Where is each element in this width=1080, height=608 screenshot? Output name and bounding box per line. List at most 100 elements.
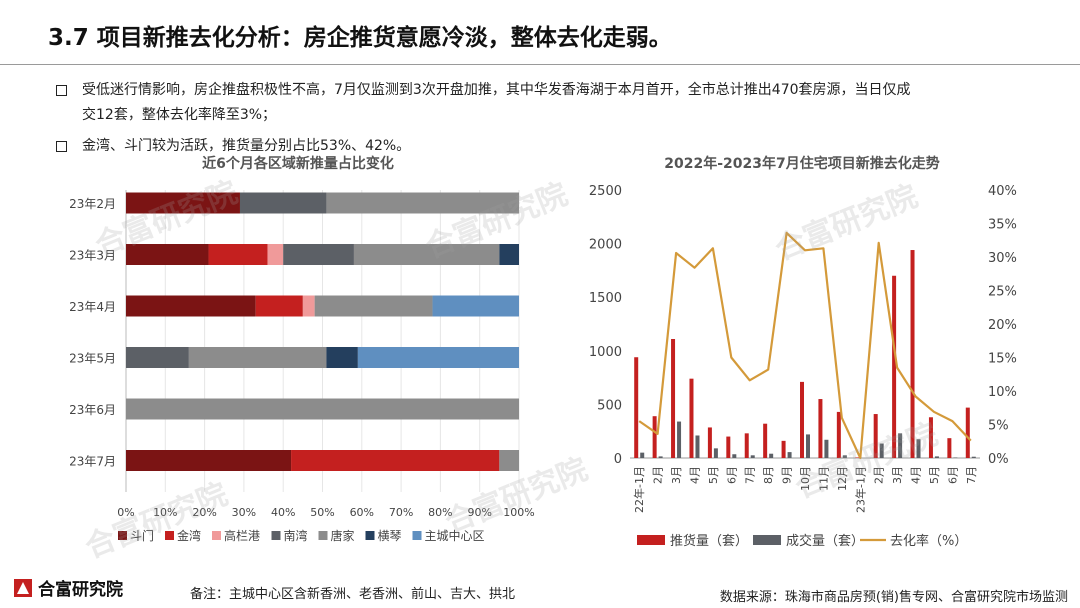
x-tick-label: 7月 (744, 466, 757, 484)
supply-deal-trend-chart: 2022年-2023年7月住宅项目新推去化走势 0 500 1000 1500 2000… (589, 155, 1017, 549)
bar-segment (291, 450, 500, 471)
bar-segment (314, 295, 433, 317)
legend-label: 主城中心区 (425, 528, 485, 543)
bullet-box-icon (56, 85, 67, 96)
right-y-tick-label: 0% (988, 452, 1009, 467)
supply-bar (744, 433, 749, 458)
bar-segment (239, 192, 327, 214)
bar-segment (255, 295, 303, 317)
supply-bar (652, 416, 657, 458)
right-y-tick-label: 40% (988, 184, 1017, 199)
x-tick-label: 90% (467, 506, 491, 519)
x-tick-label: 5月 (928, 466, 941, 484)
right-y-tick-label: 30% (988, 251, 1017, 266)
legend-label: 横琴 (378, 529, 402, 543)
bar-segment (283, 244, 354, 265)
bar-segment (126, 244, 209, 265)
x-tick-label: 2月 (873, 466, 886, 484)
y-tick-label: 23年4月 (69, 300, 116, 314)
bullet-2-line: 金湾、斗门较为活跃，推货量分别占比53%、42%。 (82, 138, 411, 154)
title-divider (0, 64, 1080, 65)
legend-label: 南湾 (284, 528, 308, 543)
y-tick-label: 23年2月 (69, 197, 116, 211)
bar-segment (357, 347, 519, 368)
x-tick-label: 4月 (910, 466, 923, 484)
x-tick-label: 80% (428, 506, 452, 519)
right-y-tick-label: 35% (988, 218, 1017, 233)
bar-segment (126, 192, 240, 214)
sell-through-rate-line (638, 231, 972, 460)
supply-bar (671, 339, 676, 458)
x-tick-label: 100% (503, 506, 534, 519)
left-y-tick-label: 500 (597, 398, 622, 413)
deal-bar (806, 434, 810, 458)
right-y-tick-label: 25% (988, 285, 1017, 300)
left-y-tick-label: 1500 (589, 291, 622, 306)
x-tick-label: 12月 (836, 466, 849, 491)
bar-segment (267, 244, 284, 265)
bar-segment (208, 244, 268, 265)
supply-bar (634, 357, 639, 458)
supply-bar (873, 414, 878, 458)
deal-bar (732, 454, 737, 458)
x-tick-label: 30% (232, 506, 256, 519)
bullet-1-line-2: 交12套，整体去化率降至3%； (82, 107, 277, 123)
legend-label: 去化率（%） (890, 533, 967, 549)
x-tick-label: 40% (271, 506, 295, 519)
supply-bar (928, 417, 933, 458)
bar-segment (188, 347, 327, 368)
legend-swatch (118, 531, 127, 540)
right-y-tick-label: 20% (988, 318, 1017, 333)
x-tick-label: 60% (350, 506, 374, 519)
left-y-tick-label: 1000 (589, 345, 622, 360)
legend-label: 斗门 (130, 528, 154, 543)
right-chart-title: 2022年-2023年7月住宅项目新推去化走势 (664, 155, 939, 172)
x-tick-label: 70% (389, 506, 413, 519)
supply-bar (818, 399, 823, 458)
x-tick-label: 5月 (707, 466, 720, 484)
x-tick-label: 10月 (799, 466, 812, 491)
supply-bar (689, 378, 694, 458)
bar-segment (326, 192, 519, 214)
x-tick-label: 2月 (652, 466, 665, 484)
bar-segment (326, 347, 358, 368)
legend-label: 金湾 (177, 528, 201, 543)
y-tick-label: 23年6月 (69, 403, 116, 417)
deal-bar (879, 443, 884, 458)
left-y-tick-label: 2000 (589, 238, 622, 253)
supply-bar (910, 250, 915, 458)
x-tick-label: 10% (153, 506, 177, 519)
deal-bar (971, 456, 976, 458)
supply-bar (726, 436, 731, 458)
bullet-1-line-1: 受低迷行情影响，房企推盘积极性不高，7月仅监测到3次开盘加推，其中华发香海湖于本… (82, 82, 911, 98)
company-logo: 合富研究院 (12, 576, 182, 606)
x-tick-label: 6月 (725, 466, 738, 484)
x-tick-label: 23年-1月 (853, 466, 867, 513)
y-tick-label: 23年5月 (69, 352, 116, 366)
legend-label: 唐家 (331, 528, 355, 543)
deal-bar (842, 455, 847, 458)
deal-bar (916, 439, 921, 458)
bar-segment (126, 398, 519, 420)
deal-bar (750, 455, 755, 458)
legend-swatch-deal (753, 535, 781, 545)
legend-swatch (412, 531, 422, 540)
y-tick-label: 23年7月 (69, 455, 116, 469)
right-y-tick-label: 5% (988, 419, 1009, 434)
data-source: 数据来源：珠海市商品房预(销)售专网、合富研究院市场监测 (719, 590, 1068, 605)
supply-bar (855, 457, 860, 458)
bar-segment (126, 295, 256, 317)
x-tick-label: 11月 (817, 466, 830, 491)
deal-bar (953, 457, 958, 458)
footnote: 备注：主城中心区含新香洲、老香洲、前山、吉大、拱北 (190, 587, 516, 602)
supply-bar (965, 407, 970, 458)
x-tick-label: 20% (192, 506, 216, 519)
legend-swatch (212, 531, 221, 540)
bullet-box-icon (56, 141, 67, 152)
right-y-tick-label: 10% (988, 385, 1017, 400)
deal-bar (695, 435, 700, 458)
legend-label: 推货量（套） (670, 533, 748, 549)
left-y-tick-label: 0 (614, 452, 622, 467)
logo-text: 合富研究院 (38, 579, 123, 600)
left-chart-title: 近6个月各区域新推量占比变化 (202, 155, 394, 172)
